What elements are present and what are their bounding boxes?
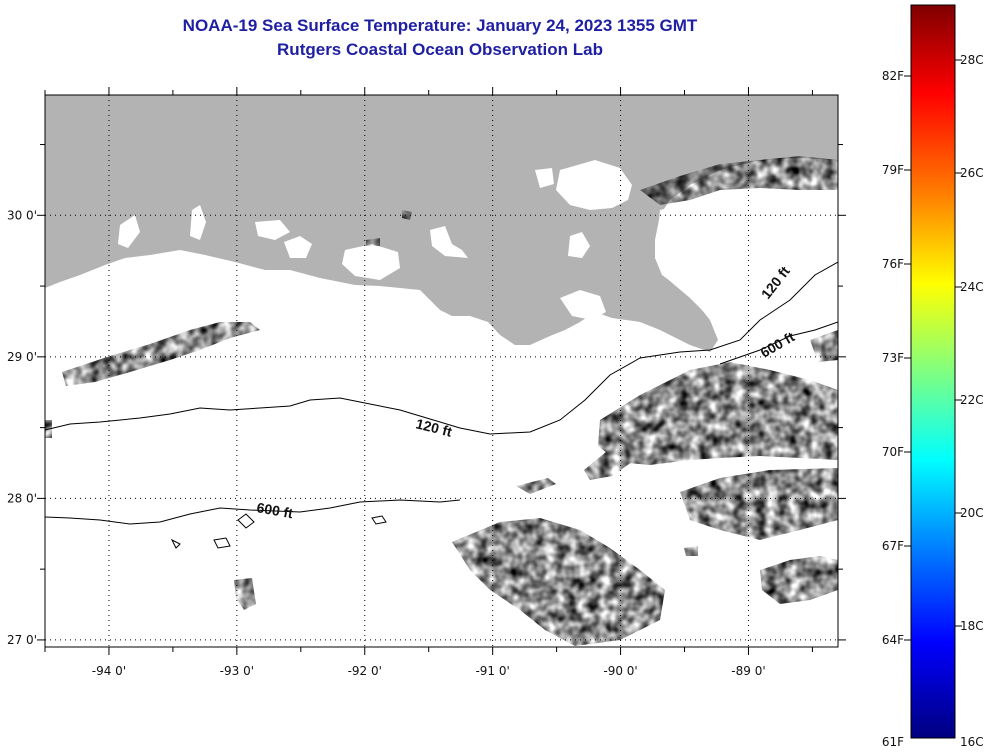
lon-tick-label: -93 0' xyxy=(220,664,254,678)
contour-600ft-fragments xyxy=(170,513,387,549)
lat-tick-label: 27 0' xyxy=(7,633,37,647)
barataria-bay xyxy=(560,290,606,320)
lon-tick-label: -92 0' xyxy=(348,664,382,678)
lon-tick-label: -89 0' xyxy=(731,664,765,678)
sst-patch-cold xyxy=(584,448,632,480)
sst-patch-warm xyxy=(810,330,838,362)
colorbar-ticks: 82F 79F 76F 73F 70F 67F 64F 61F 28C 26C 24C 22C 20C 1… xyxy=(882,53,984,749)
contour-label-600ft-south: 600 ft xyxy=(255,499,294,521)
colorbar-f-label: 73F xyxy=(882,351,904,365)
colorbar-f-label: 61F xyxy=(882,735,904,749)
colorbar-f-label: 67F xyxy=(882,539,904,553)
contour-600ft xyxy=(45,321,838,525)
sst-patch-cold xyxy=(640,156,838,205)
sst-patch-cold xyxy=(516,478,556,494)
colorbar-f-label: 79F xyxy=(882,163,904,177)
lake xyxy=(190,205,206,240)
colorbar-f-label: 64F xyxy=(882,633,904,647)
colorbar-c-label: 22C xyxy=(960,393,984,407)
sst-patch-warm xyxy=(700,420,838,456)
sst-patch-cool xyxy=(760,556,838,604)
lon-tick-label: -94 0' xyxy=(92,664,126,678)
lake xyxy=(535,168,554,188)
lat-tick-label: 28 0' xyxy=(7,491,37,505)
colorbar-c-label: 24C xyxy=(960,280,984,294)
lon-tick-label: -90 0' xyxy=(603,664,637,678)
colorbar-f-label: 82F xyxy=(882,69,904,83)
colorbar-c-label: 20C xyxy=(960,506,984,520)
sst-patch-cold xyxy=(366,238,380,246)
lake xyxy=(284,236,312,258)
sst-patch-cool xyxy=(234,578,256,610)
sst-patch-cold xyxy=(402,210,412,220)
colorbar-f-label: 76F xyxy=(882,257,904,271)
sst-patch-cold xyxy=(62,322,260,386)
sst-patch-cool xyxy=(452,518,665,646)
lat-lon-grid xyxy=(45,95,838,647)
sst-patch-warm xyxy=(680,468,838,540)
plot-frame xyxy=(44,94,839,648)
map-title: NOAA-19 Sea Surface Temperature: January… xyxy=(182,16,698,35)
lake xyxy=(342,244,400,280)
map-subtitle: Rutgers Coastal Ocean Observation Lab xyxy=(277,40,603,59)
lake-pontchartrain xyxy=(556,160,632,210)
lake xyxy=(568,232,590,258)
colorbar-c-label: 28C xyxy=(960,53,984,67)
lat-tick-label: 29 0' xyxy=(7,350,37,364)
colorbar-c-label: 16C xyxy=(960,735,984,749)
colorbar-c-label: 26C xyxy=(960,166,984,180)
axes: -94 0' -93 0' -92 0' -91 0' -90 0' -89 0' 30 0… xyxy=(7,87,846,678)
lake xyxy=(118,215,140,248)
colorbar-c-label: 18C xyxy=(960,619,984,633)
marsh-area xyxy=(656,200,745,340)
temperature-colorbar xyxy=(910,4,956,739)
colorbar-f-label: 70F xyxy=(882,445,904,459)
lon-tick-label: -91 0' xyxy=(475,664,509,678)
contour-120ft xyxy=(45,261,838,435)
lake xyxy=(430,226,468,258)
lat-tick-label: 30 0' xyxy=(7,208,37,222)
lake xyxy=(255,220,290,240)
land-mass xyxy=(45,95,838,352)
sst-patch-cool xyxy=(684,546,698,556)
